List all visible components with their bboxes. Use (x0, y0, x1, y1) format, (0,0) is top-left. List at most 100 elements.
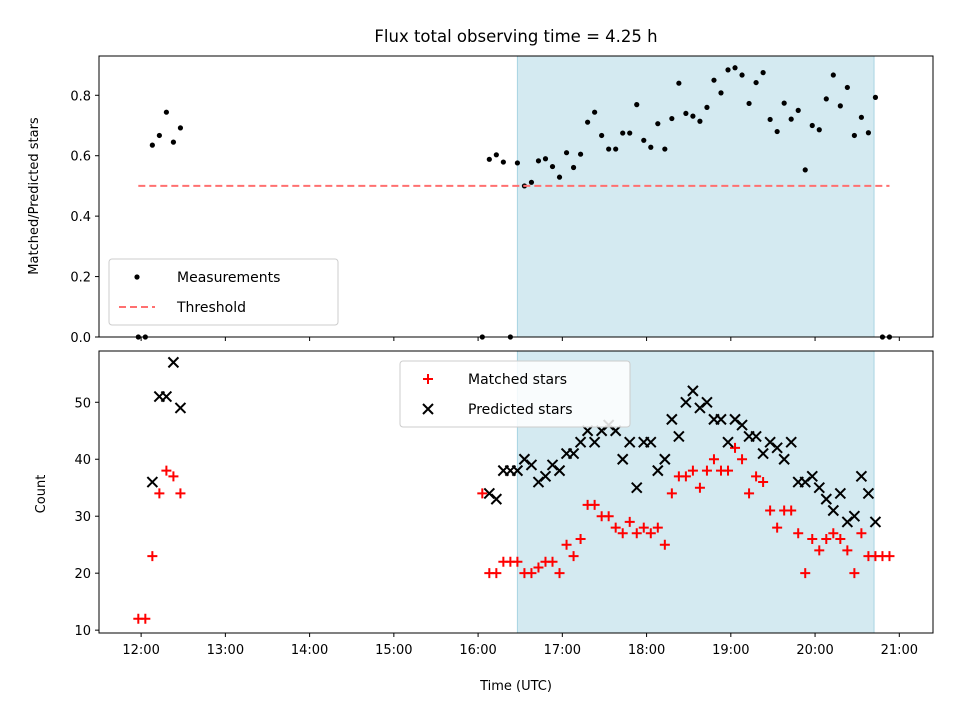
data-point (701, 465, 712, 476)
bottom-axes-frame (98, 350, 934, 634)
data-point (645, 528, 656, 539)
data-point (161, 465, 172, 476)
data-point (620, 130, 626, 136)
data-point (786, 505, 797, 516)
data-point (477, 488, 488, 499)
data-point (606, 146, 612, 152)
data-point (821, 534, 832, 544)
data-point (616, 453, 629, 465)
data-point (690, 113, 696, 119)
legend-label: Matched stars (468, 372, 567, 388)
data-point (666, 413, 678, 426)
x-tick-label: 15:00 (375, 643, 412, 658)
data-point (772, 522, 783, 533)
data-point (694, 482, 705, 493)
x-tick-label: 12:00 (122, 643, 159, 658)
data-point (511, 464, 524, 477)
data-point (771, 442, 783, 454)
data-point (588, 436, 601, 448)
data-point (592, 109, 598, 115)
legend-label: Measurements (177, 270, 280, 286)
data-point (774, 128, 780, 135)
data-point (627, 130, 633, 136)
data-point (163, 109, 169, 115)
data-point (556, 174, 563, 180)
data-point (795, 107, 801, 113)
data-point (793, 528, 804, 539)
data-point (760, 70, 766, 76)
top-observing-window (516, 55, 875, 338)
top-y-tick-label: 0.4 (70, 210, 91, 225)
data-point (525, 459, 538, 471)
data-point (704, 104, 710, 110)
data-point (834, 487, 847, 500)
data-point (844, 84, 850, 91)
data-point (638, 522, 649, 533)
bottom-y-tick-label: 20 (74, 567, 91, 582)
data-point (490, 493, 503, 505)
data-point (149, 142, 155, 148)
data-point (862, 487, 875, 500)
data-point (652, 522, 663, 533)
x-tick-label: 14:00 (291, 643, 328, 658)
data-point (617, 528, 628, 539)
top-y-tick-label: 0.8 (70, 89, 91, 104)
data-point (830, 72, 836, 78)
data-point (486, 156, 492, 162)
data-point (765, 505, 776, 516)
data-point (778, 453, 790, 465)
data-point (751, 471, 762, 482)
legend-label: Predicted stars (468, 402, 573, 418)
data-point (147, 551, 158, 562)
data-point (568, 551, 579, 562)
data-point (722, 436, 734, 448)
top-axes-frame (98, 55, 934, 338)
data-point (739, 72, 745, 78)
data-point (683, 110, 689, 117)
data-point (785, 436, 797, 448)
data-point (512, 556, 523, 567)
legend-marker (423, 374, 433, 384)
top-y-axis-label: Matched/Predicted stars (27, 117, 42, 275)
data-point (645, 436, 657, 448)
data-point (856, 528, 867, 539)
legend-marker (422, 403, 434, 415)
data-point (673, 430, 685, 443)
bottom-y-axis-label: Count (34, 475, 49, 514)
data-point (156, 132, 162, 139)
data-point (723, 465, 734, 476)
data-point (855, 470, 868, 483)
data-point (577, 151, 584, 157)
data-point (624, 436, 636, 448)
data-point (807, 534, 818, 544)
data-point (666, 488, 677, 499)
data-point (708, 454, 719, 465)
data-point (744, 488, 755, 499)
data-point (553, 464, 566, 477)
data-point (170, 139, 177, 145)
top-legend: Measurements Threshold (108, 258, 339, 326)
data-point (146, 476, 159, 488)
data-point (631, 528, 642, 539)
data-point (177, 125, 184, 131)
bottom-series-predicted-stars (146, 356, 882, 528)
data-point (711, 77, 717, 83)
data-point (746, 100, 752, 107)
data-point (737, 454, 748, 465)
x-tick-label: 20:00 (796, 643, 833, 658)
data-point (816, 127, 822, 133)
top-y-tick-label: 0.2 (70, 271, 91, 286)
data-point (659, 453, 671, 465)
top-panel: 0.0 0.2 0.4 0.6 0.8 Measurements Threshold (70, 55, 934, 346)
data-point (547, 556, 558, 567)
data-point (687, 385, 699, 397)
data-point (168, 471, 179, 482)
legend-box (108, 258, 339, 326)
data-point (154, 488, 165, 499)
bottom-panel: 10 20 30 40 50 12:00 13:00 14:00 15:00 16:00 17:00… (74, 350, 934, 658)
data-point (837, 103, 843, 109)
data-point (828, 528, 839, 539)
data-point (835, 534, 846, 544)
data-point (652, 464, 664, 477)
data-point (500, 159, 506, 165)
